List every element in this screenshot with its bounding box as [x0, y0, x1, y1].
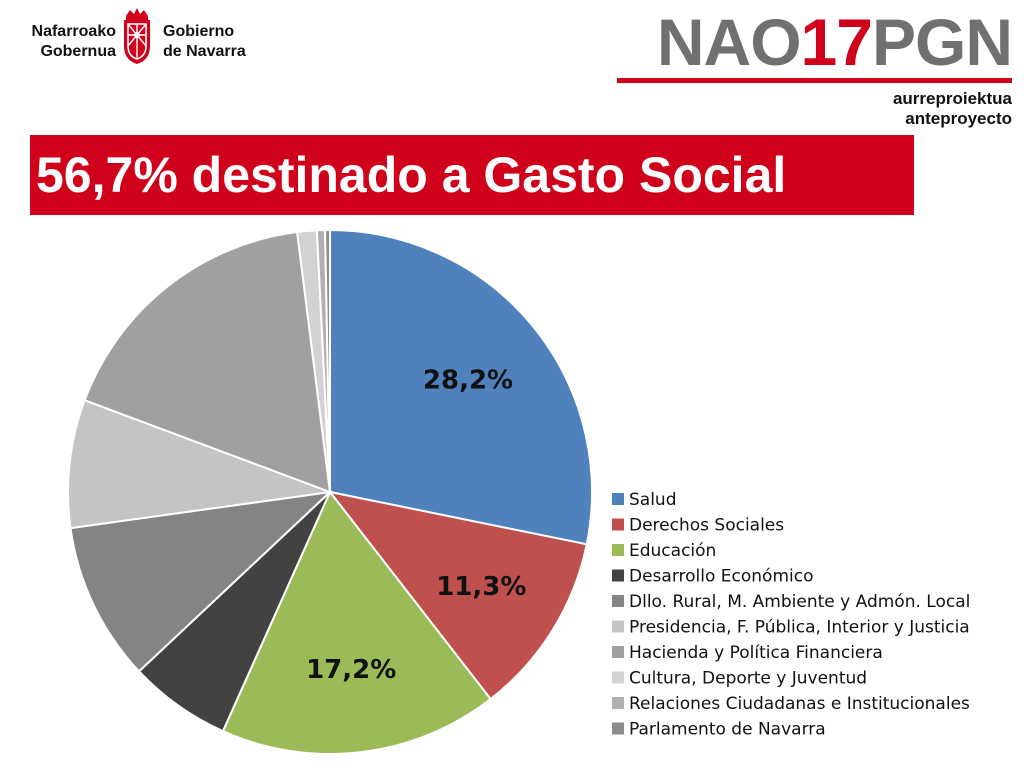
pie-slices [67, 228, 593, 755]
brand-underline [617, 78, 1012, 83]
legend-swatch-cultura-deporte-y-juventud [612, 671, 624, 684]
brand-suffix: PGN [871, 5, 1013, 79]
document-status: aurreproiektua anteproyecto [893, 89, 1012, 129]
data-label-salud: 28,2% [423, 365, 513, 395]
legend-swatch-parlamento-de-navarra [612, 722, 624, 735]
headline-title: 56,7% destinado a Gasto Social [36, 147, 787, 203]
pie-slice-labels: 28,2% 11,3% 17,2% [306, 365, 526, 685]
brand-title: NAO17PGN [656, 5, 1013, 79]
legend-label-cultura-deporte-y-juventud: Cultura, Deporte y Juventud [629, 669, 867, 689]
legend-swatch-derechos-sociales [612, 518, 624, 531]
government-logo: Nafarroako Gobernua Gobierno de Navarra [6, 6, 268, 68]
status-basque: aurreproiektua [892, 89, 1012, 108]
logo-basque-line1: Nafarroako [31, 23, 116, 40]
logo-text-basque: Nafarroako Gobernua [32, 22, 116, 62]
brand-accent: 17 [800, 5, 873, 79]
status-spanish: anteproyecto [905, 109, 1012, 128]
legend-label-educacion: Educación [629, 541, 716, 561]
budget-pie-chart: 28,2% 11,3% 17,2% Salud Derechos Sociales Ed… [67, 228, 970, 755]
headline-banner: 56,7% destinado a Gasto Social [30, 135, 914, 215]
pie-slice-dllo-rural-m-ambiente-y-admon-local [69, 490, 333, 673]
pie-slice-presidencia-f-publica-interior-y-justicia [67, 398, 331, 530]
logo-spanish-line1: Gobierno [163, 23, 235, 40]
brand-header: NAO17PGN [617, 5, 1013, 83]
legend-label-presidencia-f-publica-interior-y-justicia: Presidencia, F. Pública, Interior y Just… [629, 618, 970, 638]
legend-swatch-educacion [612, 544, 624, 556]
pie-slice-derechos-sociales [327, 490, 588, 701]
legend-label-hacienda-y-politica-financiera: Hacienda y Política Financiera [629, 643, 883, 663]
legend-swatch-salud [612, 493, 624, 505]
legend-label-dllo-rural-m-ambiente-y-admon-local: Dllo. Rural, M. Ambiente y Admón. Local [629, 592, 970, 612]
legend-label-parlamento-de-navarra: Parlamento de Navarra [629, 720, 826, 740]
logo-basque-line2: Gobernua [40, 43, 116, 60]
pie-slice-hacienda-y-politica-financiera [83, 230, 332, 494]
legend-label-relaciones-ciudadanas-e-institucionales: Relaciones Ciudadanas e Institucionales [629, 694, 970, 714]
logo-text-spanish: Gobierno de Navarra [163, 22, 246, 62]
coat-of-arms-icon [124, 8, 150, 64]
data-label-educacion: 17,2% [306, 655, 396, 685]
pie-slice-salud [329, 228, 593, 546]
legend-swatch-desarrollo-economico [612, 569, 624, 582]
pie-slice-parlamento-de-navarra [324, 228, 331, 493]
legend-swatch-relaciones-ciudadanas-e-institucionales [612, 697, 624, 709]
data-label-derechos-sociales: 11,3% [436, 572, 526, 602]
legend-swatch-presidencia-f-publica-interior-y-justicia [612, 620, 624, 633]
chart-legend: Salud Derechos Sociales Educación Desarroll… [612, 490, 970, 740]
logo-spanish-line2: de Navarra [163, 43, 246, 60]
legend-label-derechos-sociales: Derechos Sociales [629, 516, 784, 536]
brand-prefix: NAO [656, 5, 802, 79]
legend-label-salud: Salud [629, 490, 677, 510]
legend-swatch-dllo-rural-m-ambiente-y-admon-local [612, 595, 624, 607]
legend-swatch-hacienda-y-politica-financiera [612, 646, 624, 658]
legend-label-desarrollo-economico: Desarrollo Económico [629, 567, 813, 587]
pie-slice-educacion [221, 490, 492, 755]
